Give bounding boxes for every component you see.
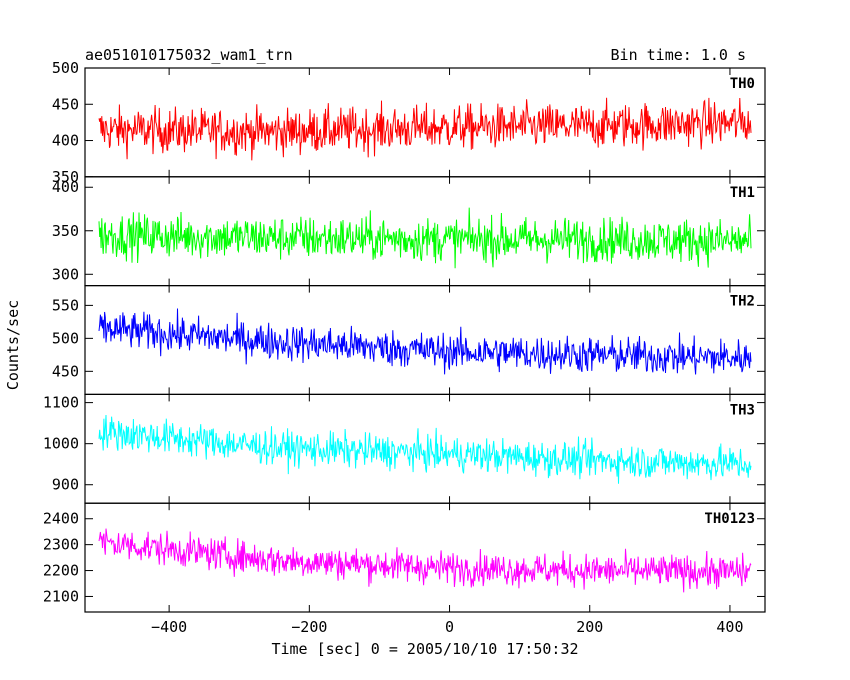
y-tick-label: 2200 bbox=[43, 562, 79, 580]
x-tick-label: 400 bbox=[716, 618, 743, 636]
x-axis: −400 −200 0 200 400 bbox=[151, 618, 743, 636]
y-tick-label: 450 bbox=[52, 95, 79, 113]
y-tick-label: 450 bbox=[52, 362, 79, 380]
series-line-th3 bbox=[98, 414, 752, 484]
series-line-th0 bbox=[98, 97, 752, 161]
y-tick-label: 400 bbox=[52, 132, 79, 150]
y-tick-label: 350 bbox=[52, 222, 79, 240]
y-tick-label: 500 bbox=[52, 329, 79, 347]
panel-frame-th3 bbox=[84, 393, 766, 504]
y-axis-label: Counts/sec bbox=[4, 300, 22, 390]
panel-name-th0: TH0 bbox=[730, 76, 755, 92]
y-tick-label: 2100 bbox=[43, 587, 79, 605]
y-tick-label: 300 bbox=[52, 265, 79, 283]
x-tick-label: 0 bbox=[445, 618, 454, 636]
panel-name-th3: TH3 bbox=[730, 402, 755, 418]
chart-title: ae051010175032_wam1_trn bbox=[85, 46, 293, 64]
y-tick-label: 2400 bbox=[43, 510, 79, 528]
panel-name-th1: TH1 bbox=[730, 185, 755, 201]
x-tick-label: −200 bbox=[291, 618, 327, 636]
y-tick-label: 1100 bbox=[43, 394, 79, 412]
y-tick-label: 400 bbox=[52, 178, 79, 196]
series-line-th2 bbox=[98, 308, 752, 375]
x-tick-label: −400 bbox=[151, 618, 187, 636]
y-tick-label: 2300 bbox=[43, 536, 79, 554]
y-tick-label: 550 bbox=[52, 296, 79, 314]
panel-name-th2: TH2 bbox=[730, 294, 755, 310]
x-tick-label: 200 bbox=[576, 618, 603, 636]
y-tick-label: 900 bbox=[52, 476, 79, 494]
series-line-th0123 bbox=[98, 528, 752, 593]
panel-name-th0123: TH0123 bbox=[704, 511, 755, 527]
x-axis-label: Time [sec] 0 = 2005/10/10 17:50:32 bbox=[271, 640, 578, 658]
bin-time-label: Bin time: 1.0 s bbox=[611, 46, 746, 64]
y-tick-label: 350 bbox=[52, 168, 79, 186]
panel-frame-th0123 bbox=[84, 502, 766, 613]
y-tick-label: 1000 bbox=[43, 435, 79, 453]
y-tick-label: 500 bbox=[52, 59, 79, 77]
series-line-th1 bbox=[98, 207, 752, 269]
